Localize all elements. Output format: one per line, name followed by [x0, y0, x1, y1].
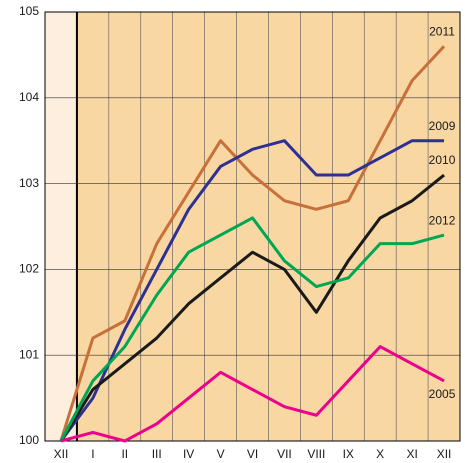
series-label: 2011 — [429, 24, 455, 38]
x-tick-label: VIII — [307, 447, 325, 461]
series-line — [60, 345, 445, 443]
series-line — [59, 45, 446, 442]
x-tick-label: XII — [437, 447, 452, 461]
series-label: 2005 — [429, 387, 456, 401]
x-tick-label: I — [91, 447, 94, 461]
y-tick-label: 105 — [19, 4, 39, 18]
y-tick-label: 104 — [19, 90, 39, 104]
x-tick-label: IX — [343, 447, 354, 461]
first-band — [45, 12, 77, 441]
x-tick-label: VI — [247, 447, 258, 461]
series-line — [59, 173, 445, 442]
x-tick-label: II — [121, 447, 128, 461]
series-line — [59, 139, 445, 442]
plot-background — [45, 12, 460, 441]
x-tick-label: VII — [277, 447, 292, 461]
x-tick-label: X — [376, 447, 384, 461]
series-label: 2012 — [429, 213, 456, 227]
x-tick-label: V — [217, 447, 225, 461]
series-line — [59, 216, 445, 442]
y-tick-label: 103 — [19, 176, 39, 190]
x-tick-label: III — [152, 447, 162, 461]
y-tick-label: 100 — [19, 433, 39, 447]
x-tick-label: XII — [54, 447, 69, 461]
x-tick-label: XI — [406, 447, 417, 461]
y-tick-label: 101 — [19, 347, 39, 361]
x-tick-label: IV — [183, 447, 194, 461]
series-label: 2009 — [429, 119, 456, 133]
series-label: 2010 — [429, 153, 456, 167]
y-tick-label: 102 — [19, 262, 39, 276]
plot-frame — [44, 11, 461, 442]
